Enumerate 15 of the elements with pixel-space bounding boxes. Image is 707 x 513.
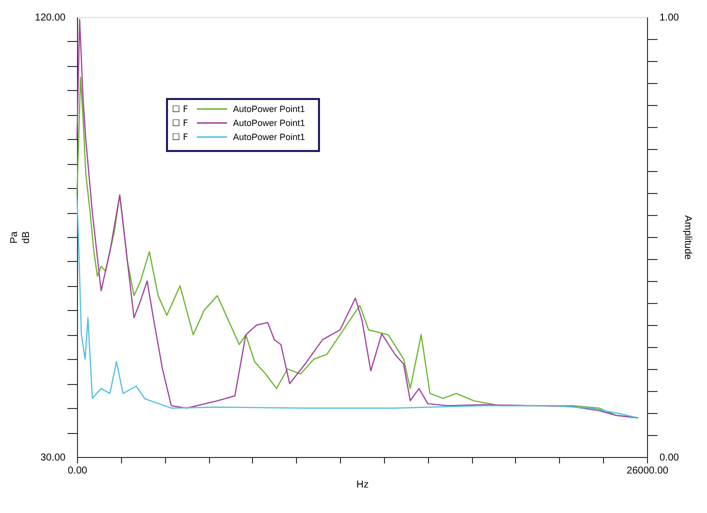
- line-series: [76, 194, 639, 418]
- y2-tick-label: 0.00: [660, 452, 680, 464]
- annotation: ☐ F: [172, 119, 188, 129]
- x-tick-label: 26000.00: [626, 466, 669, 476]
- legend-label: AutoPower Point1: [233, 132, 306, 142]
- y-tick-label: 30.00: [40, 452, 66, 464]
- legend-label: AutoPower Point1: [233, 118, 306, 128]
- y-axis-title: Pa dB: [8, 230, 32, 244]
- x-axis-title: Hz: [356, 480, 369, 490]
- annotation: ☐ F: [172, 133, 188, 143]
- annotation: ☐ F: [172, 105, 188, 115]
- y-tick-label: 120.00: [34, 12, 66, 24]
- y2-tick-label: 1.00: [660, 12, 680, 24]
- y2-axis-title: Amplitude: [682, 215, 693, 260]
- legend-label: AutoPower Point1: [233, 104, 306, 114]
